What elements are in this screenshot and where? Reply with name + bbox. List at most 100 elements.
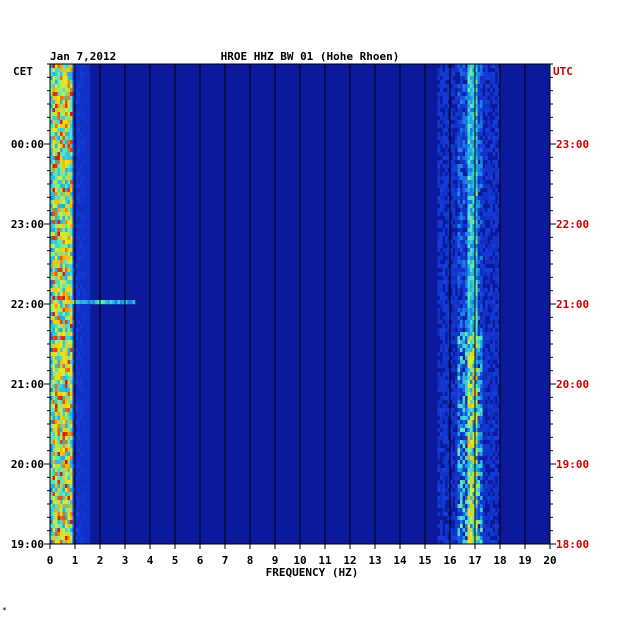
heatmap-cell — [445, 348, 448, 353]
heatmap-cell — [65, 296, 68, 301]
heatmap-cell — [457, 184, 461, 189]
heatmap-cell — [445, 280, 448, 285]
heatmap-cell — [467, 360, 471, 365]
heatmap-cell — [487, 484, 491, 489]
heatmap-cell — [87, 344, 91, 349]
heatmap-cell — [57, 172, 61, 177]
heatmap-cell — [465, 396, 468, 401]
heatmap-cell — [455, 528, 458, 533]
heatmap-cell — [455, 96, 458, 101]
heatmap-cell — [77, 96, 81, 101]
heatmap-cell — [490, 476, 493, 481]
heatmap-cell — [55, 460, 58, 465]
heatmap-cell — [85, 260, 88, 265]
heatmap-cell — [475, 344, 478, 349]
heatmap-cell — [70, 432, 73, 437]
heatmap-cell — [467, 264, 471, 269]
heatmap-cell — [457, 68, 461, 73]
heatmap-cell — [442, 196, 446, 201]
heatmap-cell — [85, 436, 88, 441]
heatmap-cell — [470, 252, 473, 257]
heatmap-cell — [442, 348, 446, 353]
heatmap-cell — [60, 344, 63, 349]
heatmap-cell — [82, 180, 86, 185]
heatmap-cell — [77, 92, 81, 97]
heatmap-cell — [80, 136, 83, 141]
heatmap-cell — [447, 196, 451, 201]
heatmap-cell — [445, 404, 448, 409]
heatmap-cell — [50, 372, 53, 377]
heatmap-cell — [57, 260, 61, 265]
heatmap-cell — [440, 272, 443, 277]
heatmap-cell — [480, 368, 483, 373]
heatmap-cell — [75, 180, 78, 185]
heatmap-cell — [52, 168, 56, 173]
heatmap-cell — [72, 436, 76, 441]
heatmap-cell — [65, 320, 68, 325]
heatmap-cell — [487, 232, 491, 237]
heatmap-cell — [50, 296, 53, 301]
heatmap-cell — [465, 120, 468, 125]
heatmap-cell — [487, 536, 491, 541]
heatmap-cell — [445, 236, 448, 241]
heatmap-cell — [495, 240, 498, 245]
heatmap-cell — [482, 420, 486, 425]
heatmap-cell — [62, 188, 66, 193]
heatmap-cell — [485, 140, 488, 145]
heatmap-cell — [480, 180, 483, 185]
heatmap-cell — [102, 300, 106, 305]
heatmap-cell — [67, 420, 71, 425]
heatmap-cell — [490, 384, 493, 389]
heatmap-cell — [85, 352, 88, 357]
heatmap-cell — [467, 472, 471, 477]
heatmap-cell — [470, 212, 473, 217]
heatmap-cell — [470, 84, 473, 89]
heatmap-cell — [52, 224, 56, 229]
heatmap-cell — [87, 492, 91, 497]
heatmap-cell — [497, 208, 501, 213]
heatmap-cell — [465, 280, 468, 285]
heatmap-cell — [472, 180, 476, 185]
heatmap-cell — [465, 412, 468, 417]
heatmap-cell — [495, 124, 498, 129]
heatmap-cell — [85, 164, 88, 169]
heatmap-cell — [467, 76, 471, 81]
heatmap-cell — [452, 88, 456, 93]
heatmap-cell — [55, 420, 58, 425]
heatmap-cell — [477, 472, 481, 477]
heatmap-cell — [452, 236, 456, 241]
heatmap-cell — [70, 352, 73, 357]
heatmap-cell — [440, 420, 443, 425]
heatmap-cell — [52, 396, 56, 401]
heatmap-cell — [70, 140, 73, 145]
heatmap-cell — [75, 268, 78, 273]
heatmap-cell — [52, 360, 56, 365]
heatmap-cell — [60, 216, 63, 221]
heatmap-cell — [70, 452, 73, 457]
heatmap-cell — [452, 164, 456, 169]
heatmap-cell — [82, 360, 86, 365]
heatmap-cell — [55, 200, 58, 205]
heatmap-cell — [52, 284, 56, 289]
heatmap-cell — [57, 276, 61, 281]
heatmap-cell — [80, 296, 83, 301]
heatmap-cell — [492, 496, 496, 501]
heatmap-cell — [72, 440, 76, 445]
heatmap-cell — [447, 156, 451, 161]
heatmap-cell — [65, 380, 68, 385]
heatmap-cell — [87, 536, 91, 541]
heatmap-cell — [77, 272, 81, 277]
heatmap-cell — [72, 104, 76, 109]
heatmap-cell — [440, 196, 443, 201]
heatmap-cell — [72, 540, 76, 545]
heatmap-cell — [62, 292, 66, 297]
heatmap-cell — [470, 180, 473, 185]
heatmap-cell — [85, 500, 88, 505]
heatmap-cell — [87, 232, 91, 237]
heatmap-cell — [75, 96, 78, 101]
heatmap-cell — [472, 340, 476, 345]
heatmap-cell — [87, 424, 91, 429]
heatmap-cell — [472, 380, 476, 385]
heatmap-cell — [80, 96, 83, 101]
heatmap-cell — [497, 292, 501, 297]
